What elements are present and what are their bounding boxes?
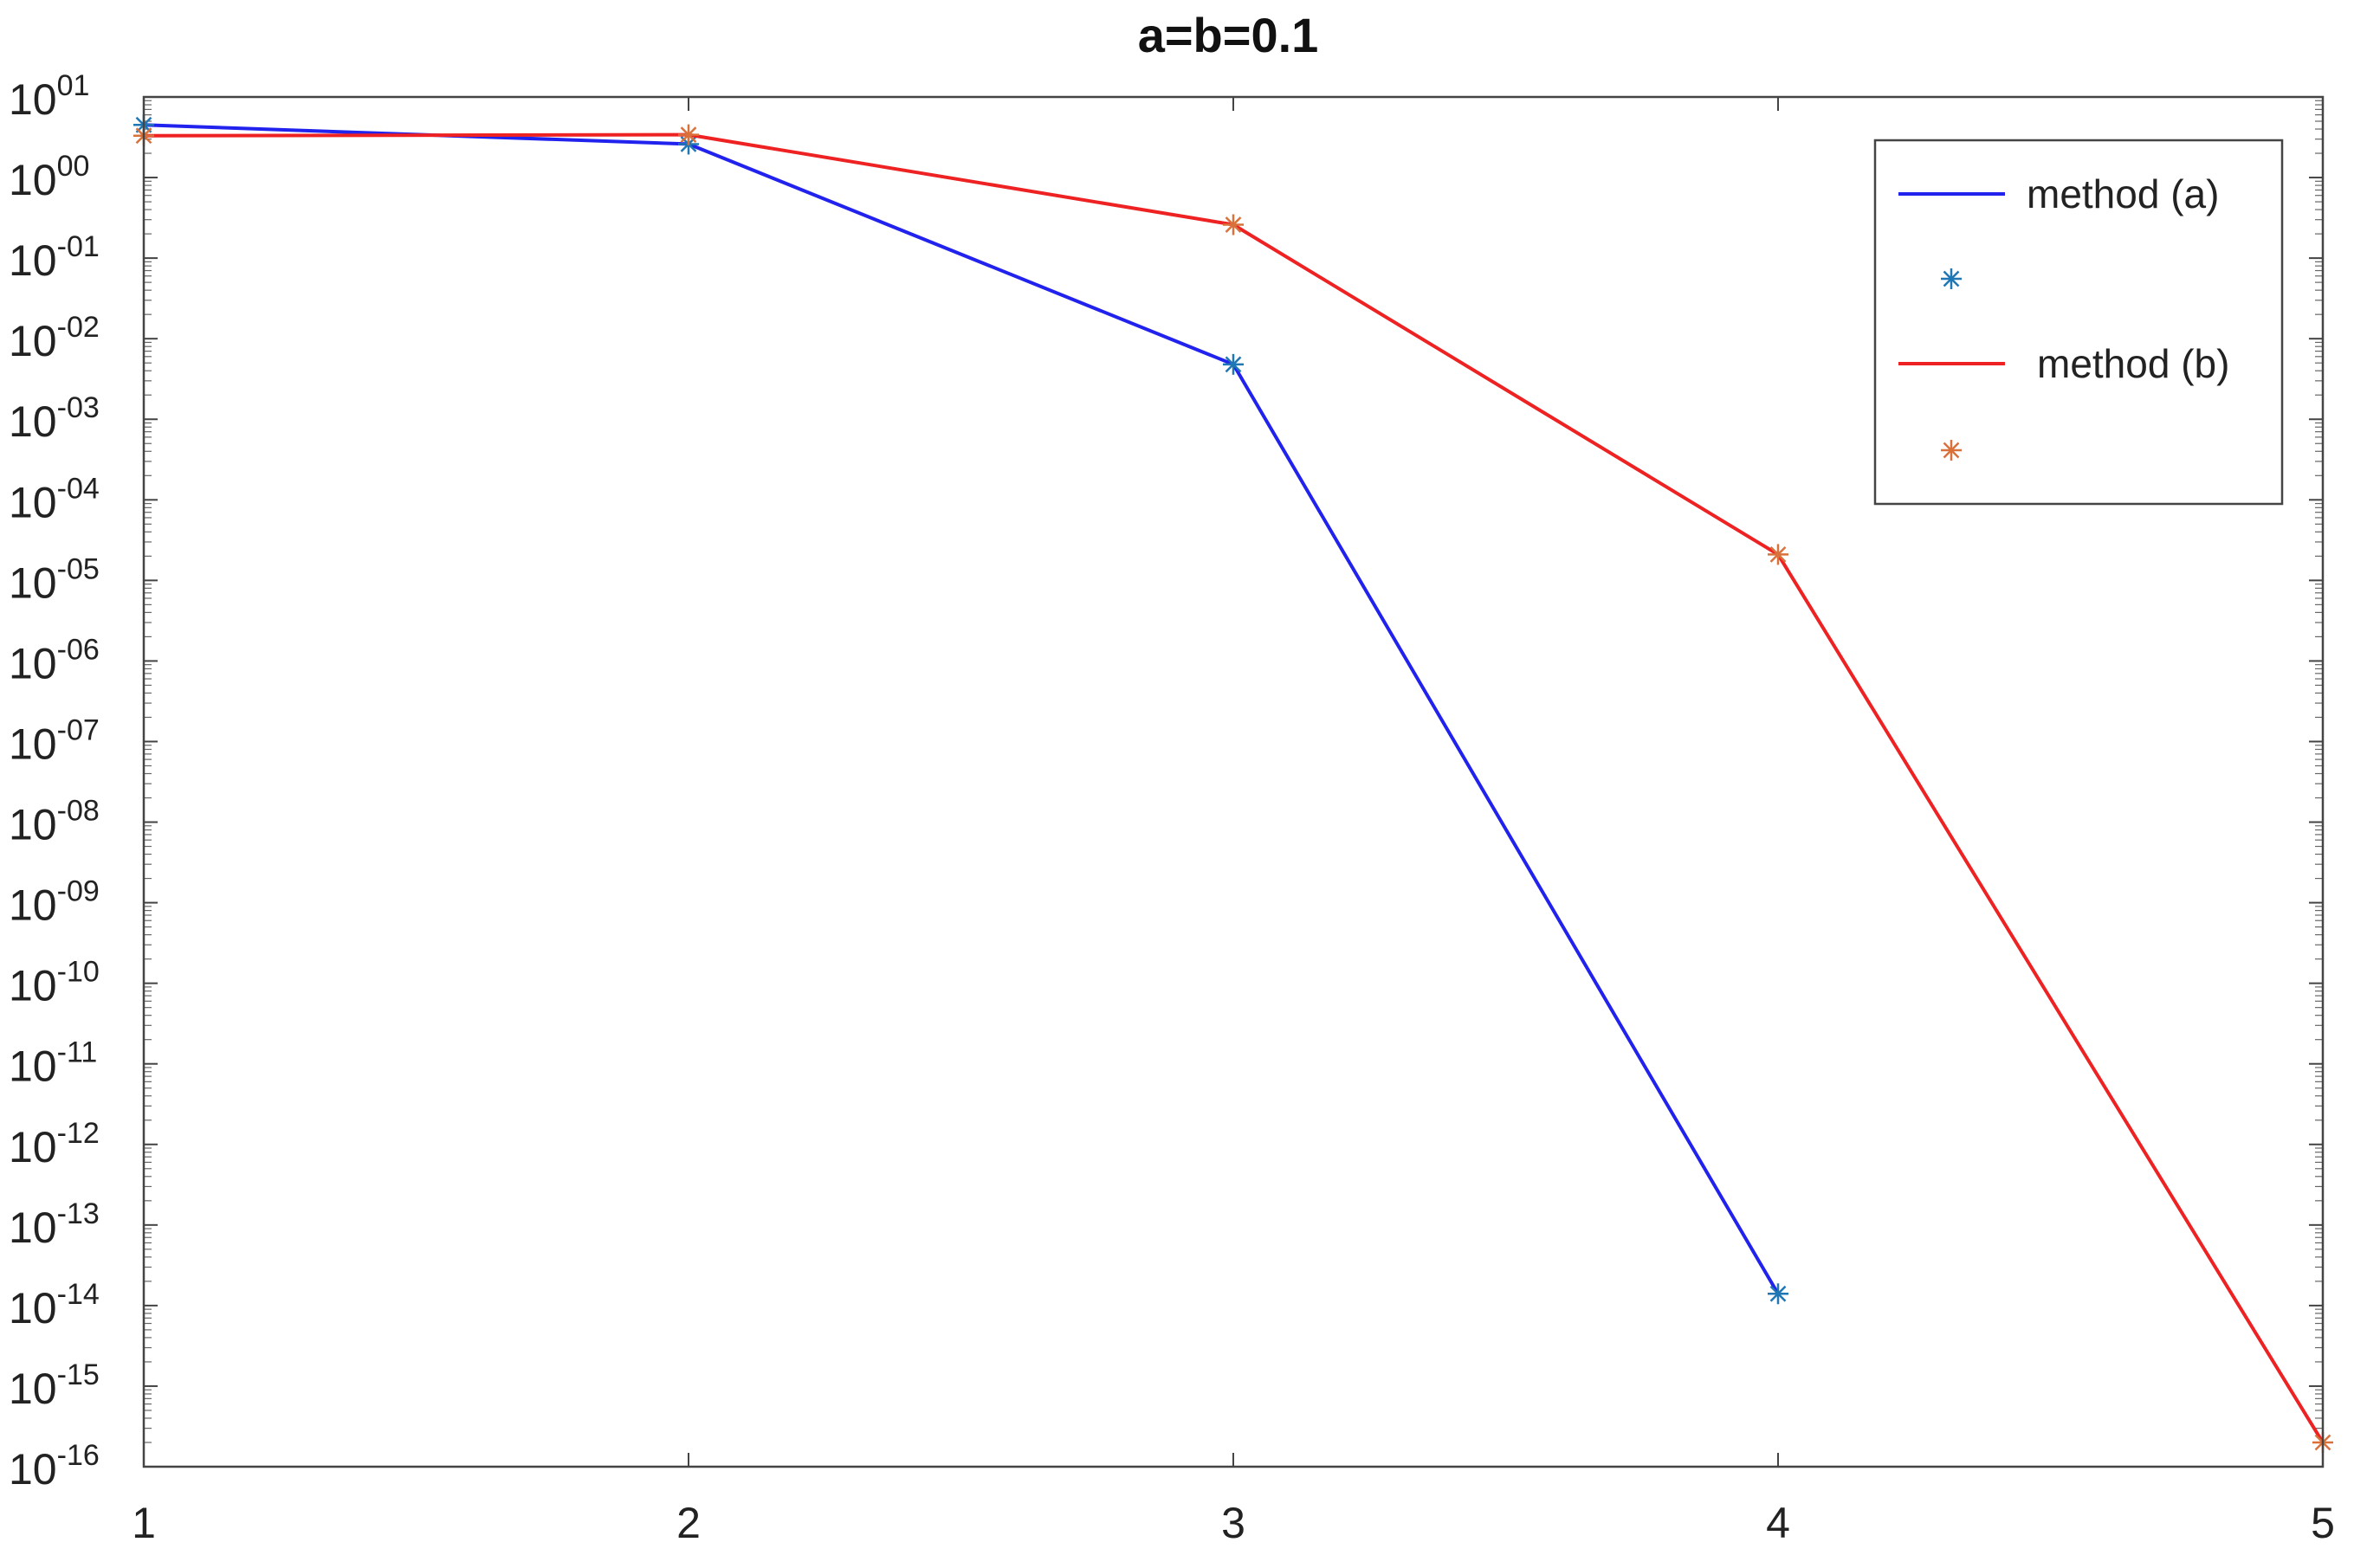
legend-box — [1873, 139, 2284, 506]
y-tick-label: 10-05 — [9, 552, 100, 607]
y-tick-label: 10-06 — [9, 633, 100, 687]
y-tick-label: 10-09 — [9, 875, 100, 930]
y-tick-label: 10-16 — [9, 1439, 100, 1494]
legend-label: method (b) — [2037, 341, 2229, 386]
legend-label: method (a) — [2027, 171, 2219, 216]
x-tick-label: 1 — [132, 1499, 156, 1547]
x-tick-label: 5 — [2311, 1499, 2335, 1547]
y-tick-label: 10-13 — [9, 1197, 100, 1252]
y-tick-label: 10-11 — [9, 1036, 97, 1091]
y-tick-label: 10-14 — [9, 1278, 100, 1332]
x-tick-label: 4 — [1766, 1499, 1790, 1547]
legend-marker-swatch — [1941, 268, 1962, 289]
plot-area-frame — [142, 95, 2325, 1468]
chart-title: a=b=0.1 — [1138, 8, 1319, 62]
y-tick-label: 10-08 — [9, 795, 100, 849]
series-layer — [133, 114, 2333, 1453]
y-tick-label: 1001 — [9, 69, 89, 124]
x-tick-label: 2 — [676, 1499, 701, 1547]
y-tick-label: 10-07 — [9, 713, 100, 768]
y-tick-label: 10-04 — [9, 472, 100, 526]
y-tick-label: 10-15 — [9, 1358, 100, 1413]
y-tick-label: 10-03 — [9, 391, 100, 446]
data-point-method-a — [1223, 353, 1244, 375]
y-tick-label: 10-12 — [9, 1117, 100, 1171]
data-point-method-b — [1768, 544, 1788, 565]
data-point-method-a — [1768, 1283, 1788, 1305]
data-point-method-b — [678, 124, 699, 145]
data-point-method-b — [1223, 214, 1244, 236]
y-tick-labels: 1001 1000 10-01 10-02 10-03 10-04 10-05 10-06 10… — [9, 69, 100, 1494]
y-tick-label: 10-10 — [9, 956, 100, 1010]
y-tick-label: 10-01 — [9, 230, 100, 285]
y-tick-label: 1000 — [9, 150, 89, 204]
legend-marker-swatch — [1941, 440, 1962, 461]
y-tick-label: 10-02 — [9, 311, 100, 365]
x-tick-labels: 1 2 3 4 5 — [132, 1499, 2335, 1547]
legend: method (a) method (b) — [1873, 139, 2284, 506]
x-tick-label: 3 — [1221, 1499, 1245, 1547]
